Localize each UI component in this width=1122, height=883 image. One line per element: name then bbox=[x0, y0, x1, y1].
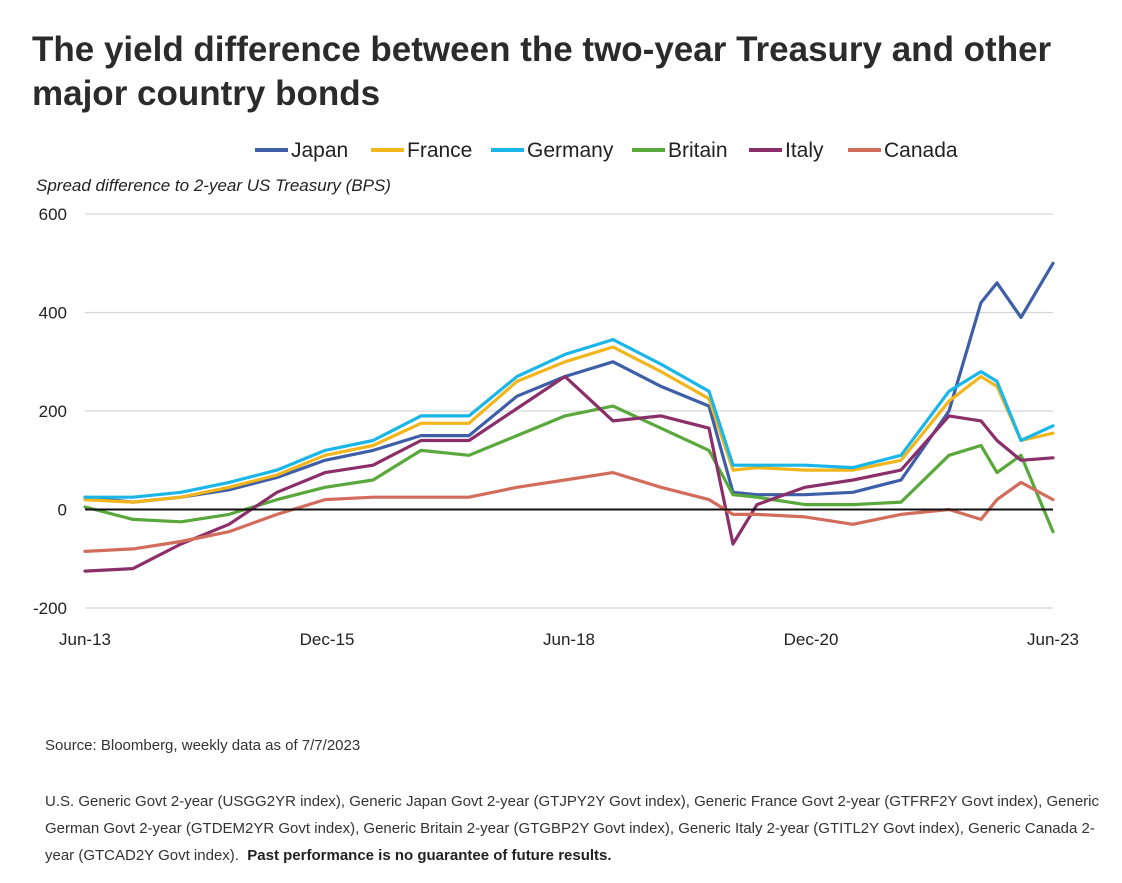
x-tick-label: Jun-18 bbox=[543, 630, 595, 649]
legend-label-canada: Canada bbox=[884, 139, 958, 162]
y-axis-label: Spread difference to 2-year US Treasury … bbox=[36, 176, 391, 195]
chart: Japan France Germany Britain Italy Canada Spr… bbox=[33, 139, 1079, 649]
y-tick-label: 400 bbox=[39, 304, 67, 323]
x-tick-label: Jun-23 bbox=[1027, 630, 1079, 649]
x-tick-label: Dec-15 bbox=[300, 630, 355, 649]
series-line-france bbox=[83, 345, 1055, 504]
y-tick-label: 200 bbox=[39, 402, 67, 421]
x-tick-label: Dec-20 bbox=[784, 630, 839, 649]
series-line-canada bbox=[83, 471, 1055, 554]
y-tick-label: 0 bbox=[58, 501, 67, 520]
legend-label-italy: Italy bbox=[785, 139, 824, 162]
series-line-japan bbox=[83, 261, 1055, 504]
legend-label-japan: Japan bbox=[291, 139, 348, 162]
legend-label-france: France bbox=[407, 139, 472, 162]
legend: Japan France Germany Britain Italy Canada bbox=[255, 139, 958, 162]
y-tick-label: -200 bbox=[33, 599, 67, 618]
series-line-italy bbox=[83, 374, 1055, 573]
disclaimer: Past performance is no guarantee of futu… bbox=[247, 847, 612, 864]
y-axis: 600 400 200 0 -200 bbox=[33, 205, 67, 618]
x-axis: Jun-13 Dec-15 Jun-18 Dec-20 Jun-23 bbox=[59, 630, 1079, 649]
legend-label-britain: Britain bbox=[668, 139, 728, 162]
grid bbox=[85, 213, 1053, 609]
y-tick-label: 600 bbox=[39, 205, 67, 224]
x-tick-label: Jun-13 bbox=[59, 630, 111, 649]
source-note: Source: Bloomberg, weekly data as of 7/7… bbox=[45, 737, 361, 754]
index-list: U.S. Generic Govt 2-year (USGG2YR index)… bbox=[45, 793, 1099, 864]
legend-label-germany: Germany bbox=[527, 139, 614, 162]
index-notes: U.S. Generic Govt 2-year (USGG2YR index)… bbox=[45, 788, 1110, 869]
series-lines bbox=[83, 261, 1055, 573]
chart-title: The yield difference between the two-yea… bbox=[32, 30, 1052, 113]
series-line-germany bbox=[83, 338, 1055, 499]
